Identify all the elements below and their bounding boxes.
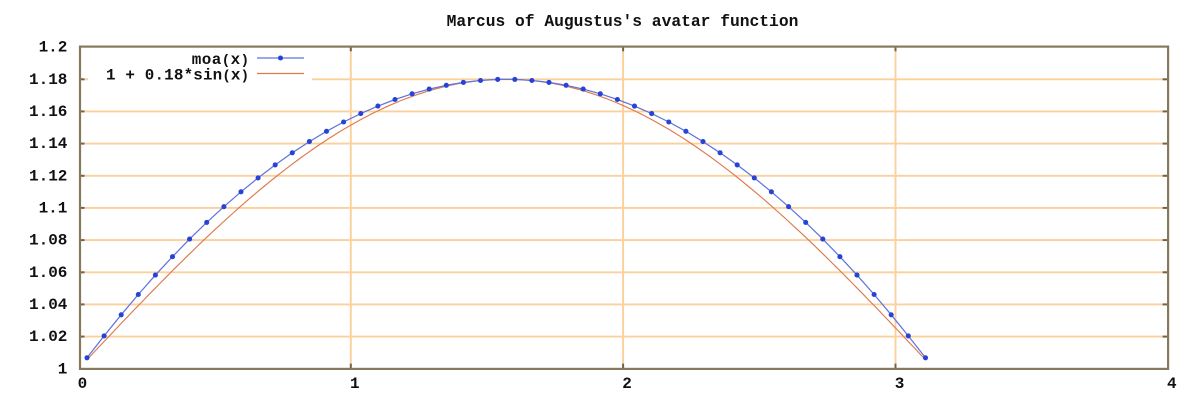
svg-text:1.2: 1.2 <box>39 39 68 57</box>
svg-text:moa(x): moa(x) <box>192 51 249 69</box>
svg-text:1 + 0.18*sin(x): 1 + 0.18*sin(x) <box>106 66 249 84</box>
svg-text:1.1: 1.1 <box>39 200 68 218</box>
svg-text:1.04: 1.04 <box>29 296 68 314</box>
svg-text:4: 4 <box>1167 375 1177 393</box>
svg-text:1.14: 1.14 <box>29 135 68 153</box>
svg-text:0: 0 <box>78 375 88 393</box>
svg-text:1.02: 1.02 <box>29 328 67 346</box>
svg-text:1: 1 <box>350 375 360 393</box>
svg-text:1.18: 1.18 <box>29 71 67 89</box>
svg-text:3: 3 <box>895 375 905 393</box>
svg-text:1.06: 1.06 <box>29 264 67 282</box>
svg-text:Marcus of Augustus's avatar fu: Marcus of Augustus's avatar function <box>447 12 799 31</box>
svg-text:1.16: 1.16 <box>29 103 67 121</box>
svg-text:1.12: 1.12 <box>29 167 67 185</box>
svg-text:1: 1 <box>58 360 68 378</box>
svg-text:2: 2 <box>622 375 632 393</box>
svg-text:1.08: 1.08 <box>29 232 67 250</box>
